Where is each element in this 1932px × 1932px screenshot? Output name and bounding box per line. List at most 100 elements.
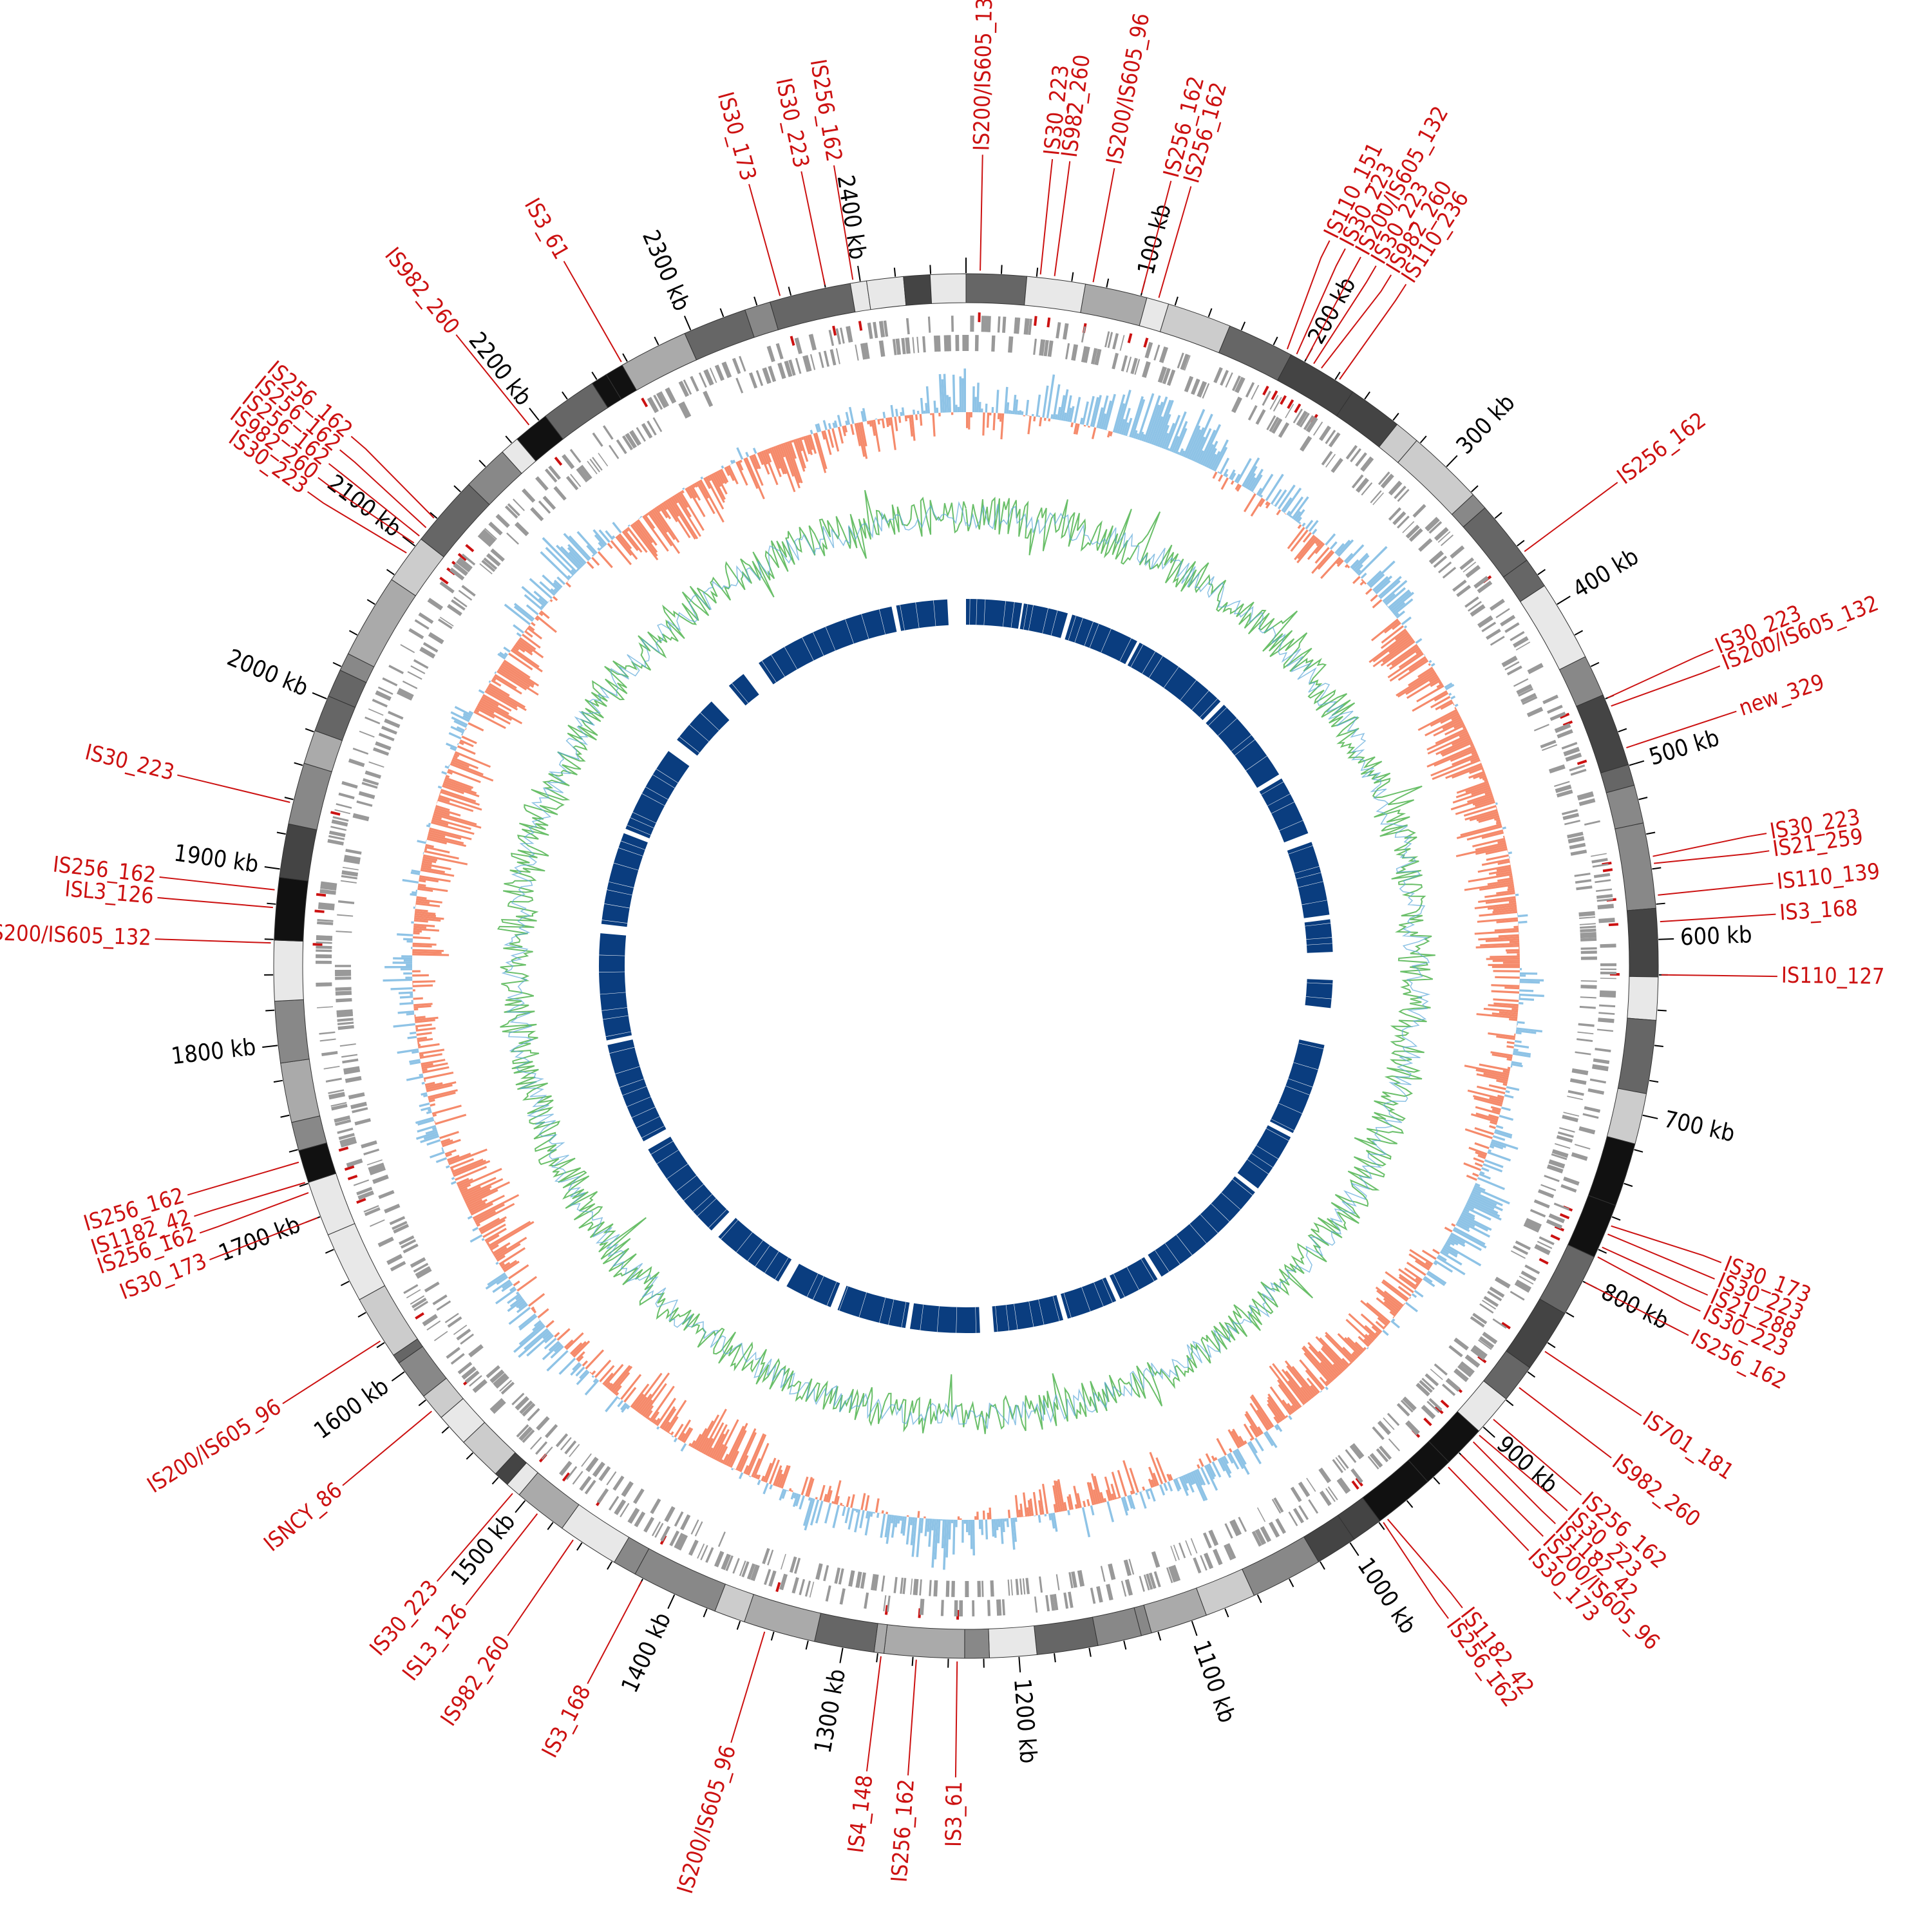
gc-skew-bar bbox=[499, 651, 507, 658]
gc-skew-bar bbox=[1205, 1453, 1212, 1464]
cds-forward bbox=[1542, 694, 1559, 705]
gc-skew-bar bbox=[762, 1482, 769, 1495]
gc-skew-bar bbox=[428, 1099, 435, 1103]
gc-skew-bar bbox=[1388, 589, 1410, 609]
block-gap bbox=[1163, 667, 1179, 688]
gc-skew-bar bbox=[1149, 1452, 1164, 1484]
gc-skew-bar bbox=[486, 1234, 500, 1244]
block-gap bbox=[1306, 943, 1332, 945]
cds-reverse bbox=[1551, 1149, 1569, 1158]
block-gap bbox=[603, 1015, 629, 1020]
gc-skew-bar bbox=[1265, 502, 1271, 509]
cds-reverse bbox=[343, 1068, 361, 1075]
gc-skew-bar bbox=[412, 951, 442, 954]
cds-reverse bbox=[1370, 490, 1382, 504]
gc-skew-bar bbox=[960, 1518, 962, 1520]
block-gap bbox=[1038, 1299, 1045, 1325]
gc-skew-bar bbox=[982, 1510, 985, 1520]
mobile-block bbox=[1304, 919, 1333, 953]
gc-skew-bar bbox=[853, 1508, 857, 1511]
gc-skew-bar bbox=[1437, 1254, 1447, 1262]
cds-reverse bbox=[506, 532, 519, 545]
mobile-block bbox=[625, 751, 690, 838]
cds-reverse bbox=[1400, 1399, 1414, 1413]
block-gap bbox=[858, 1292, 867, 1318]
cds-reverse bbox=[1231, 396, 1242, 413]
gc-skew-bar bbox=[1336, 558, 1343, 565]
ideogram-block bbox=[684, 309, 755, 361]
gc-skew-bar bbox=[679, 491, 705, 531]
insertion-mark bbox=[316, 893, 327, 897]
gc-skew-bar bbox=[1406, 1262, 1426, 1276]
gc-skew-bar bbox=[1481, 858, 1510, 866]
gc-skew-bar bbox=[650, 1411, 660, 1423]
block-gap bbox=[1294, 866, 1320, 874]
gc-skew-bar bbox=[1398, 650, 1423, 668]
gc-skew-bar bbox=[705, 1422, 724, 1456]
gc-skew-bar bbox=[650, 509, 668, 533]
gc-skew-bar bbox=[1033, 416, 1036, 422]
gc-skew-bar bbox=[917, 1511, 920, 1518]
cds-reverse bbox=[609, 444, 620, 459]
gc-skew-bar bbox=[472, 1227, 478, 1232]
gc-skew-bar bbox=[410, 871, 421, 875]
cds-reverse bbox=[1278, 422, 1290, 438]
gc-skew-bar bbox=[1492, 966, 1520, 969]
gc-skew-bar bbox=[457, 743, 459, 746]
cds-forward bbox=[905, 317, 910, 335]
gc-skew-bar bbox=[1385, 1271, 1414, 1294]
gc-skew-bar bbox=[1249, 1425, 1258, 1438]
insertion-mark bbox=[858, 321, 863, 331]
cds-reverse bbox=[789, 1556, 797, 1573]
gc-skew-bar bbox=[1464, 1065, 1510, 1076]
gc-skew-bar bbox=[1147, 401, 1164, 444]
scale-tick-label: 400 kb bbox=[1568, 544, 1643, 603]
gc-skew-bar bbox=[1213, 446, 1228, 472]
gc-skew-bar bbox=[1383, 1325, 1387, 1329]
gc-skew-bar bbox=[945, 1519, 949, 1558]
cds-reverse bbox=[1047, 340, 1054, 357]
gc-skew-bar bbox=[751, 455, 759, 469]
gc-skew-bar bbox=[482, 694, 512, 712]
cds-reverse bbox=[823, 1565, 829, 1582]
gc-skew-bar bbox=[550, 588, 557, 594]
gc-skew-bar bbox=[432, 1113, 437, 1117]
block-gap bbox=[636, 1116, 660, 1128]
cds-reverse bbox=[1520, 692, 1537, 703]
block-gap bbox=[775, 1257, 789, 1280]
gc-skew-bar bbox=[1227, 1454, 1234, 1464]
gc-skew-bar bbox=[1433, 1262, 1437, 1265]
gc-skew-bar bbox=[1450, 795, 1493, 811]
block-gap bbox=[1279, 820, 1303, 831]
gc-skew-bar bbox=[1452, 788, 1492, 804]
cds-reverse bbox=[902, 1578, 907, 1595]
cds-reverse bbox=[1325, 453, 1336, 468]
cds-forward bbox=[677, 1534, 688, 1551]
gc-skew-bar bbox=[412, 983, 413, 985]
gc-skew-bar bbox=[927, 1518, 931, 1532]
gc-skew-bar bbox=[1444, 1243, 1482, 1267]
mobile-block bbox=[1237, 1125, 1291, 1189]
gc-skew-bar bbox=[1298, 522, 1302, 525]
cds-forward bbox=[1367, 1455, 1379, 1470]
gc-skew-bar bbox=[802, 1497, 813, 1526]
mobile-block bbox=[599, 933, 632, 1041]
cds-reverse bbox=[1271, 418, 1283, 434]
gc-skew-bar bbox=[1511, 1008, 1519, 1011]
cds-reverse bbox=[598, 453, 609, 467]
gc-skew-bar bbox=[1382, 1279, 1409, 1300]
gc-skew-bar bbox=[1285, 1415, 1289, 1418]
minor-tick bbox=[505, 435, 513, 444]
cds-forward bbox=[320, 881, 337, 888]
gc-skew-bar bbox=[434, 1121, 436, 1123]
cds-track bbox=[316, 316, 1616, 1616]
block-gap bbox=[915, 602, 920, 629]
cds-forward bbox=[1600, 943, 1616, 948]
cds-reverse bbox=[784, 360, 793, 377]
cds-reverse bbox=[358, 791, 375, 799]
gc-skew-bar bbox=[422, 858, 437, 864]
cds-reverse bbox=[901, 337, 906, 355]
gc-skew-bar bbox=[1228, 1452, 1240, 1470]
gc-skew-bar bbox=[800, 437, 804, 440]
minor-tick bbox=[547, 1522, 554, 1530]
